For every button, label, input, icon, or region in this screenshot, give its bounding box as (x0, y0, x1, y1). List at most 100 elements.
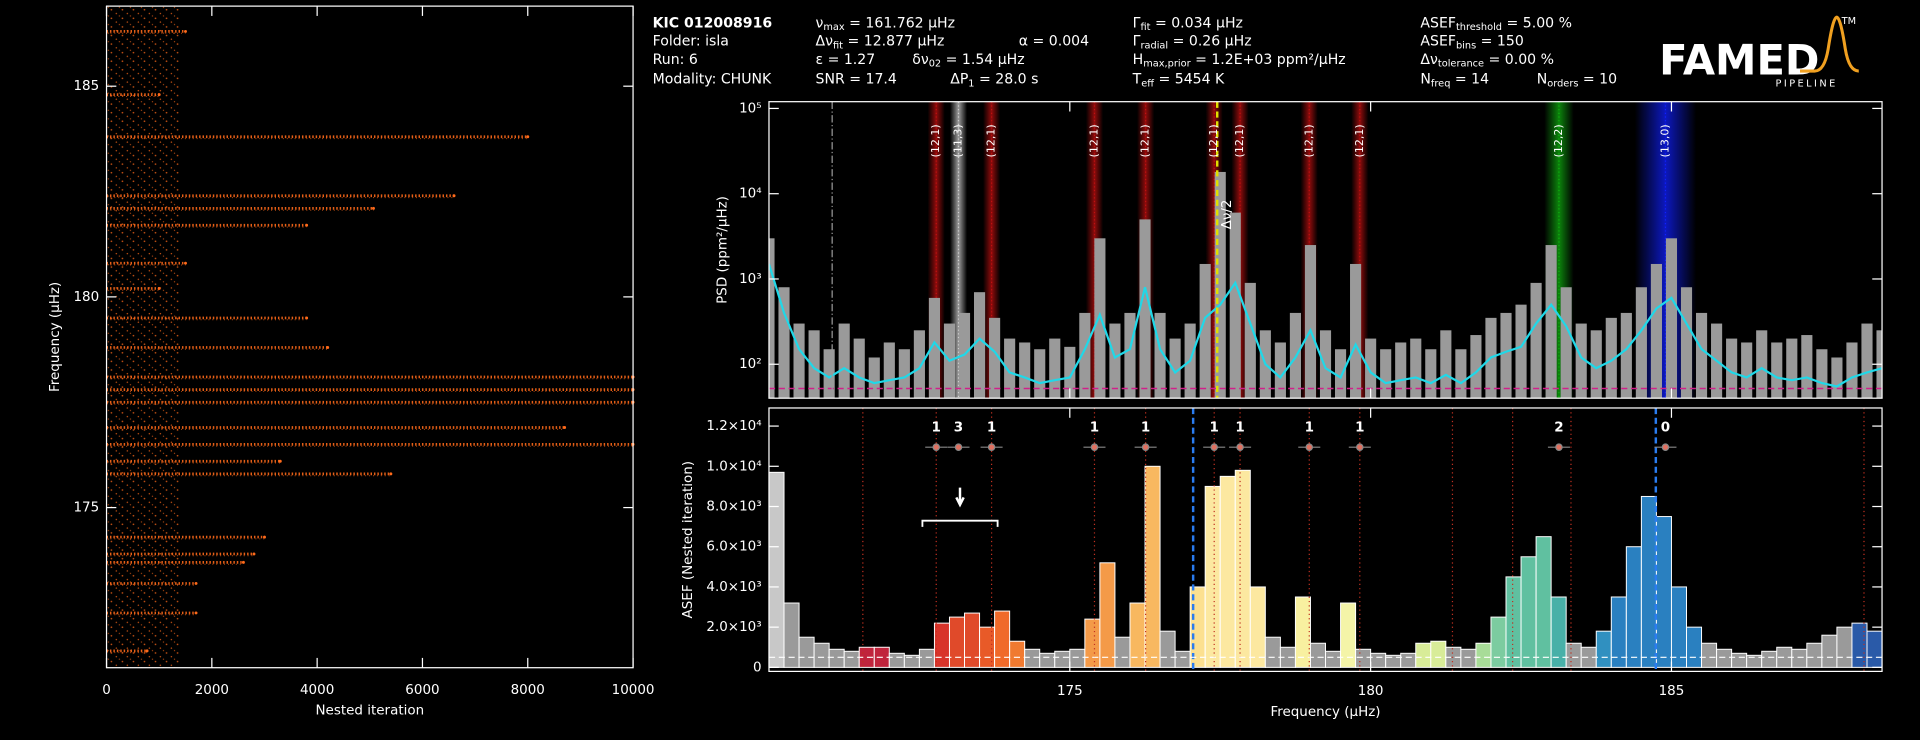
mode-marker (954, 443, 963, 451)
sample-tip (452, 194, 456, 198)
y-axis-label: PSD (ppm²/μHz) (714, 196, 730, 304)
psd-spike (1620, 312, 1632, 399)
psd-spike (1650, 263, 1662, 399)
asef-bar (1219, 475, 1236, 668)
y-tick-label: 185 (73, 78, 99, 94)
header-item: Δνfit = 12.877 μHz (816, 34, 945, 52)
psd-spike (1560, 287, 1572, 399)
sample-tip (389, 472, 393, 476)
asef-bar (1069, 648, 1086, 668)
sample-tip (157, 93, 161, 97)
x-tick-label: 10000 (612, 682, 655, 698)
header-text: KIC 012008916 (653, 15, 773, 31)
bracket-arrow (955, 487, 965, 508)
asef-bar (768, 471, 785, 668)
asef-bar (1640, 495, 1657, 668)
header-item: ε = 1.27 (816, 52, 876, 68)
header-item: ASEFthreshold = 5.00 % (1420, 15, 1572, 33)
header-after: = 12.877 μHz (843, 34, 944, 50)
asef-bar (1625, 546, 1642, 668)
psd-spike (1350, 263, 1362, 399)
header-item: Folder: isla (653, 34, 729, 50)
mode-degree: 1 (1210, 420, 1219, 436)
asef-bar (1761, 650, 1778, 668)
psd-spike (928, 297, 940, 399)
mode-label: (12,1) (1207, 124, 1220, 157)
y-tick-label: 1.2×10⁴ (706, 418, 761, 434)
mode-label: (13,0) (1658, 124, 1671, 157)
sample-tip (194, 581, 198, 585)
psd-spike (1771, 342, 1783, 399)
header-text: α = 0.004 (1019, 34, 1089, 50)
mode-marker (1141, 443, 1150, 451)
mode-label: (12,1) (1139, 124, 1152, 157)
asef-bar (1144, 465, 1161, 668)
x-tick-label: 2000 (195, 682, 229, 698)
header-text: Run: 6 (653, 52, 698, 68)
asef-bar (994, 610, 1011, 668)
sample-tip (252, 552, 256, 556)
header-sub: threshold (1456, 22, 1502, 33)
header-sub: fit (1140, 22, 1150, 33)
asef-bar (1355, 648, 1372, 668)
psd-spike (1816, 349, 1828, 399)
header-sub: 1 (968, 78, 974, 89)
asef-bar (1114, 636, 1131, 668)
psd-spike (1455, 349, 1467, 399)
y-tick-label: 4.0×10³ (706, 579, 761, 595)
sample-tip (372, 206, 375, 210)
header-item: Γfit = 0.034 μHz (1133, 15, 1243, 33)
header-item: Norders = 10 (1537, 72, 1617, 90)
header-sub: tolerance (1438, 59, 1484, 70)
asef-bar (1264, 636, 1281, 668)
header-text: Γ (1133, 15, 1141, 31)
psd-spike (1169, 338, 1181, 399)
psd-spike (1756, 330, 1768, 399)
asef-bar (1565, 642, 1582, 668)
sample-tip (157, 286, 161, 290)
mode-degree: 1 (1305, 420, 1314, 436)
asef-bar (1159, 630, 1176, 668)
psd-spike (1846, 342, 1858, 399)
asef-bar (1249, 586, 1266, 668)
plot-frame (768, 101, 1883, 399)
header-item: ΔP1 = 28.0 s (950, 72, 1038, 90)
sample-tip (184, 261, 187, 265)
header-after: = 0.00 % (1484, 52, 1554, 68)
psd-spike (913, 330, 925, 399)
asef-bar (1595, 630, 1612, 668)
asef-bar (1294, 596, 1311, 668)
mode-marker (1661, 443, 1670, 451)
logo-peak (1800, 15, 1859, 73)
x-tick-label: 6000 (405, 682, 439, 698)
asef-bar (1851, 622, 1868, 668)
sample-tip (326, 345, 330, 349)
mode-degree: 1 (932, 420, 941, 436)
asef-bar (1415, 642, 1432, 668)
reference-label: Δν/2 (1219, 199, 1235, 229)
asef-bar (918, 648, 935, 668)
sample-tip (194, 611, 198, 615)
psd-spike (1304, 245, 1317, 399)
psd-spike (1395, 342, 1407, 399)
logo-mark: TM (1841, 16, 1856, 27)
x-axis-label: Frequency (μHz) (1270, 704, 1380, 720)
asef-bar (1701, 642, 1718, 668)
psd-spike (1410, 338, 1422, 399)
asef-bar (1731, 652, 1748, 668)
y-tick-label: 10³ (739, 271, 762, 287)
asef-bar (1430, 640, 1447, 668)
header-sub: 02 (929, 59, 941, 70)
mode-label: (12,1) (1353, 124, 1366, 157)
psd-spike (989, 317, 1001, 399)
header-item: Hmax,prior = 1.2E+03 ppm²/μHz (1133, 52, 1346, 70)
mode-label: (11,3) (952, 124, 965, 157)
header-after: = 161.762 μHz (845, 15, 955, 31)
mode-marker (932, 443, 941, 451)
asef-bar (1084, 618, 1101, 668)
asef-bar (1400, 652, 1417, 668)
mode-degree: 2 (1554, 420, 1563, 436)
asef-bar (1475, 642, 1492, 668)
